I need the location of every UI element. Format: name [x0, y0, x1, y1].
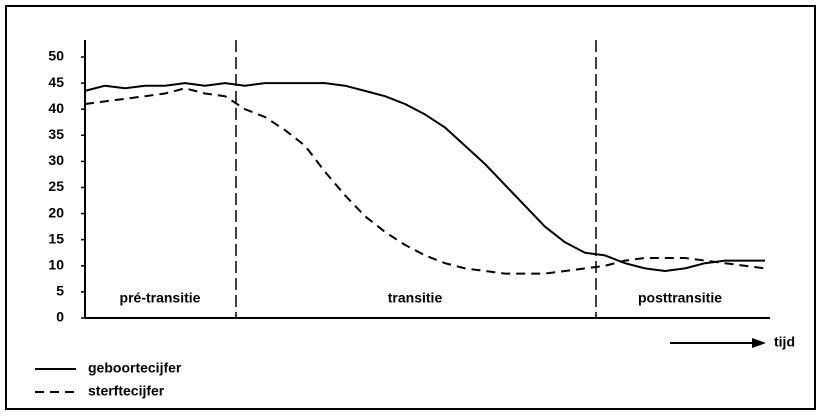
y-tick-label: 5 [56, 283, 64, 299]
y-tick-label: 50 [48, 48, 64, 64]
phase-label: pré-transitie [120, 290, 201, 306]
y-tick-label: 10 [48, 257, 64, 273]
frame [5, 5, 816, 410]
y-tick-label: 25 [48, 178, 64, 194]
time-arrow-head [752, 338, 766, 348]
series-line [84, 87, 766, 275]
y-tick-label: 40 [48, 100, 64, 116]
y-tick-label: 30 [48, 152, 64, 168]
phase-label: transitie [388, 290, 443, 306]
series-line [84, 82, 765, 272]
y-tick-label: 35 [48, 126, 64, 142]
y-tick-label: 15 [48, 230, 64, 246]
y-tick-label: 45 [48, 74, 64, 90]
legend-label: geboortecijfer [88, 360, 182, 376]
y-tick-label: 0 [56, 309, 64, 325]
x-axis-label: tijd [774, 334, 795, 350]
y-tick-label: 20 [48, 204, 64, 220]
phase-label: posttransitie [638, 290, 722, 306]
legend-label: sterftecijfer [88, 383, 165, 399]
